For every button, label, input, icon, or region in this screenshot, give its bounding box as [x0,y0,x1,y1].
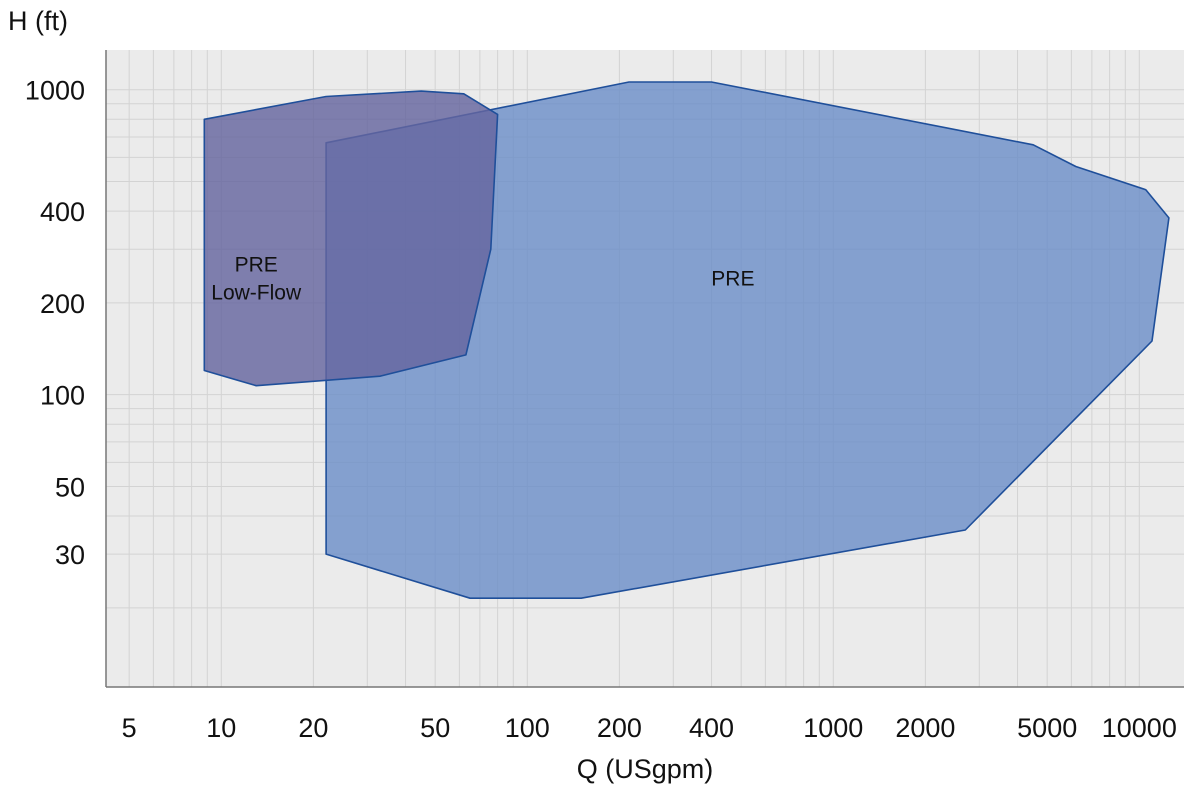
region-label-pre-low-flow: PRE [235,254,278,277]
x-tick-label: 100 [505,713,550,743]
x-tick-label: 200 [597,713,642,743]
x-tick-label: 10 [206,713,236,743]
y-tick-label: 50 [55,473,85,503]
area-series [203,81,1170,600]
y-axis-title: H (ft) [8,6,68,36]
y-tick-label: 100 [40,381,85,411]
region-label-pre: PRE [711,268,754,291]
x-tick-label: 50 [420,713,450,743]
x-tick-label: 1000 [803,713,863,743]
x-axis-title: Q (USgpm) [577,754,714,784]
x-tick-label: 5000 [1017,713,1077,743]
x-tick-label: 20 [298,713,328,743]
x-tick-labels: 5 10 20 50 100 200 400 1000 2000 5000 10000 [122,713,1177,743]
y-tick-label: 30 [55,540,85,570]
axes [105,50,1184,688]
y-tick-labels: 30 50 100 200 400 1000 [25,76,85,570]
area-pre-low-flow [203,90,499,387]
y-tick-label: 400 [40,197,85,227]
region-labels: PRE PRE Low-Flow [211,254,754,305]
y-tick-label: 1000 [25,76,85,106]
x-tick-label: 10000 [1102,713,1177,743]
y-tick-label: 200 [40,289,85,319]
x-tick-label: 5 [122,713,137,743]
region-label-pre-low-flow: Low-Flow [211,282,302,305]
x-tick-label: 400 [689,713,734,743]
x-tick-label: 2000 [895,713,955,743]
area-pre [325,81,1170,600]
